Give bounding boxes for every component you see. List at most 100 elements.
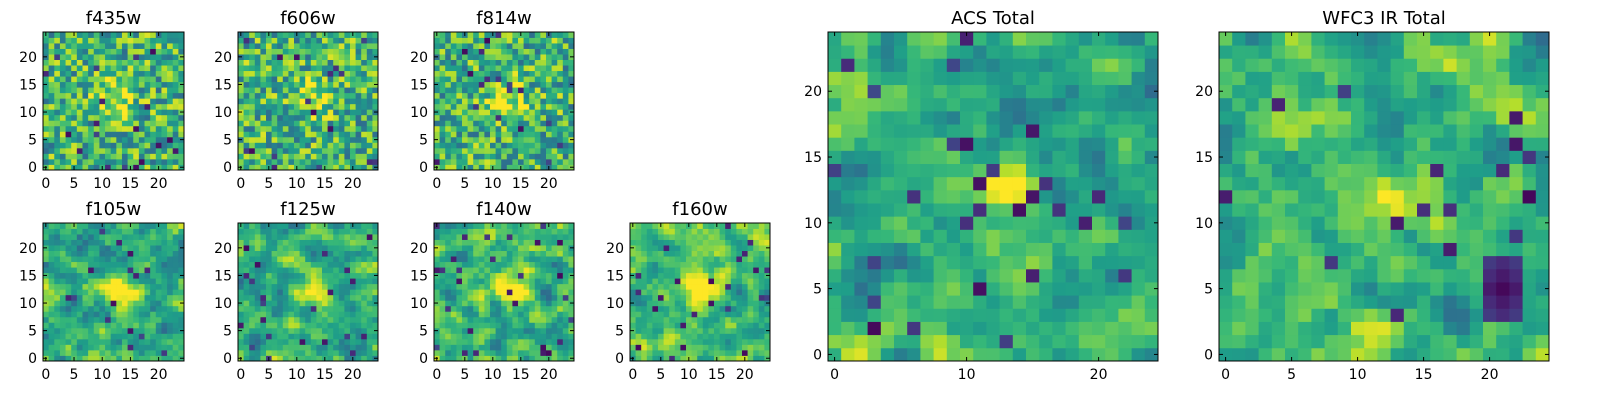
heatmap-cell xyxy=(65,272,72,279)
heatmap-cell xyxy=(512,305,519,312)
heatmap-cell xyxy=(501,239,508,246)
heatmap-cell xyxy=(529,98,536,105)
heatmap-cell xyxy=(99,109,106,116)
heatmap-cell xyxy=(495,109,502,116)
heatmap-cell xyxy=(243,153,250,160)
heatmap-cell xyxy=(478,316,485,323)
heatmap-cell xyxy=(110,164,117,171)
heatmap-cell xyxy=(557,278,564,285)
heatmap-cell xyxy=(327,114,334,121)
heatmap-cell xyxy=(121,228,128,235)
heatmap-cell xyxy=(495,234,502,240)
heatmap-cell xyxy=(445,316,452,323)
y-tick-label: 10 xyxy=(214,296,232,312)
heatmap-cell xyxy=(316,76,323,83)
heatmap-cell xyxy=(529,70,536,77)
heatmap-cell xyxy=(484,294,491,301)
heatmap-cell xyxy=(249,245,256,251)
heatmap-cell xyxy=(266,109,272,116)
heatmap-cell xyxy=(473,136,480,143)
heatmap-cell xyxy=(294,136,300,143)
heatmap-cell xyxy=(462,267,468,274)
heatmap-cell xyxy=(271,261,278,268)
heatmap-cell xyxy=(674,234,681,240)
heatmap-cell xyxy=(635,245,642,251)
heatmap-cell xyxy=(310,109,317,116)
heatmap-cell xyxy=(562,278,569,285)
heatmap-cell xyxy=(450,76,457,83)
y-tick-label: 10 xyxy=(410,296,428,312)
heatmap-cell xyxy=(506,164,513,171)
heatmap-cell xyxy=(93,59,100,66)
heatmap-cell xyxy=(155,81,162,88)
panel-title: f140w xyxy=(476,199,531,220)
heatmap-cell xyxy=(512,136,519,143)
heatmap-cell xyxy=(753,327,760,334)
heatmap-cell xyxy=(518,92,524,99)
heatmap-cell xyxy=(327,294,334,301)
heatmap-cell xyxy=(167,338,174,345)
heatmap-cell xyxy=(266,349,272,356)
heatmap-cell xyxy=(557,311,564,318)
heatmap-cell xyxy=(116,147,123,154)
heatmap-cell xyxy=(327,338,334,345)
heatmap-cell xyxy=(658,300,664,307)
heatmap-cell xyxy=(473,109,480,116)
heatmap-cell xyxy=(742,311,748,318)
heatmap-cell xyxy=(719,250,726,257)
heatmap-cell xyxy=(277,355,284,362)
heatmap-cell xyxy=(540,344,547,351)
heatmap-cell xyxy=(65,327,72,334)
heatmap-cell xyxy=(501,43,508,49)
heatmap-cell xyxy=(299,322,306,329)
heatmap-cell xyxy=(54,32,61,38)
heatmap-cell xyxy=(473,37,480,44)
heatmap-cell xyxy=(880,282,895,296)
heatmap-cell xyxy=(933,150,948,164)
heatmap-cell xyxy=(372,344,379,351)
heatmap-cell xyxy=(54,48,61,55)
heatmap-cell xyxy=(708,283,715,290)
heatmap-cell xyxy=(439,289,446,296)
heatmap-cell xyxy=(736,344,743,351)
heatmap-cell xyxy=(551,267,558,274)
heatmap-cell xyxy=(529,338,536,345)
heatmap-cell xyxy=(65,81,72,88)
heatmap-cell xyxy=(161,81,168,88)
heatmap-cell xyxy=(366,142,373,149)
heatmap-cell xyxy=(88,316,95,323)
heatmap-cell xyxy=(144,223,151,229)
heatmap-cell xyxy=(59,261,66,268)
heatmap-cell xyxy=(501,250,508,257)
heatmap-cell xyxy=(260,65,267,72)
heatmap-cell xyxy=(249,70,256,77)
heatmap-cell xyxy=(490,245,496,251)
heatmap-cell xyxy=(697,349,704,356)
heatmap-cell xyxy=(434,158,440,165)
heatmap-cell xyxy=(344,136,351,143)
heatmap-cell xyxy=(725,333,732,340)
heatmap-cell xyxy=(93,344,100,351)
heatmap-cell xyxy=(439,125,446,132)
heatmap-cell xyxy=(445,43,452,49)
heatmap-cell xyxy=(450,131,457,138)
heatmap-cell xyxy=(736,300,743,307)
heatmap-cell xyxy=(277,311,284,318)
heatmap-cell xyxy=(719,272,726,279)
heatmap-cell xyxy=(338,245,345,251)
heatmap-cell xyxy=(467,322,474,329)
heatmap-cell xyxy=(310,43,317,49)
heatmap-cell xyxy=(512,278,519,285)
heatmap-cell xyxy=(43,125,50,132)
heatmap-cell xyxy=(144,278,151,285)
heatmap-cell xyxy=(551,54,558,60)
heatmap-cell xyxy=(663,349,670,356)
heatmap-cell xyxy=(450,294,457,301)
heatmap-cell xyxy=(658,228,664,235)
heatmap-cell xyxy=(518,48,524,55)
heatmap-cell xyxy=(652,333,659,340)
heatmap-cell xyxy=(43,344,50,351)
heatmap-cell xyxy=(150,333,157,340)
heatmap-cell xyxy=(76,109,83,116)
